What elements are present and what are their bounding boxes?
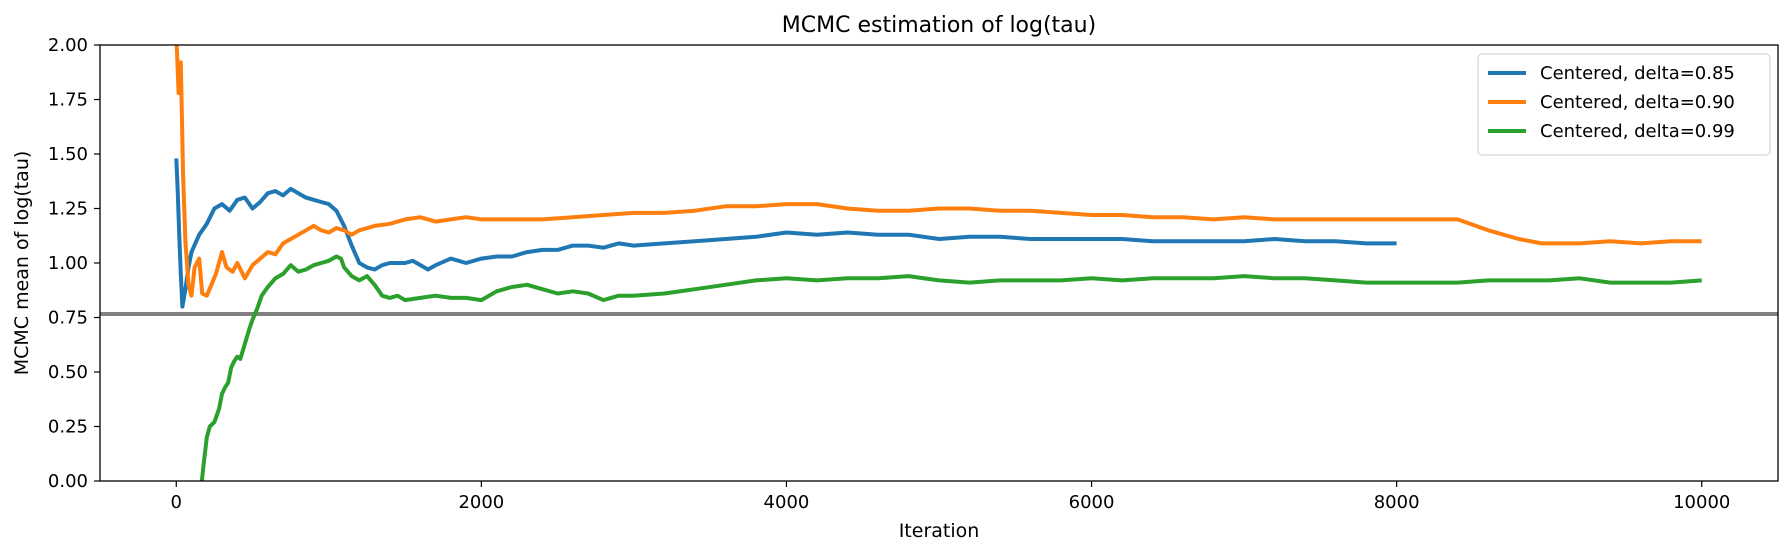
x-tick-label: 4000 <box>764 492 810 513</box>
chart-title: MCMC estimation of log(tau) <box>782 13 1096 38</box>
legend-label: Centered, delta=0.90 <box>1540 92 1735 113</box>
x-tick-label: 2000 <box>458 492 504 513</box>
y-tick-label: 0.75 <box>48 308 88 329</box>
y-axis: 0.00 0.25 0.50 0.75 1.00 1.25 1.50 1.75 2.00 <box>48 35 100 492</box>
x-tick-label: 8000 <box>1374 492 1420 513</box>
legend-label: Centered, delta=0.99 <box>1540 121 1735 142</box>
y-tick-label: 1.75 <box>48 90 88 111</box>
y-tick-label: 1.00 <box>48 253 88 274</box>
legend-label: Centered, delta=0.85 <box>1540 63 1735 84</box>
x-axis-label: Iteration <box>899 520 980 542</box>
y-tick-label: 1.25 <box>48 199 88 220</box>
x-tick-label: 6000 <box>1069 492 1115 513</box>
y-axis-label: MCMC mean of log(tau) <box>11 151 33 376</box>
y-tick-label: 2.00 <box>48 35 88 56</box>
y-tick-label: 0.25 <box>48 417 88 438</box>
x-tick-label: 0 <box>171 492 182 513</box>
legend-box <box>1477 53 1771 156</box>
series-line-2 <box>174 45 1702 298</box>
series-line-1 <box>174 158 1397 309</box>
series-line-3 <box>199 254 1702 481</box>
y-tick-label: 0.50 <box>48 362 88 383</box>
series-layer <box>100 45 1778 481</box>
y-tick-label: 1.50 <box>48 144 88 165</box>
x-tick-label: 10000 <box>1673 492 1730 513</box>
y-tick-label: 0.00 <box>48 471 88 492</box>
legend: Centered, delta=0.85 Centered, delta=0.90… <box>1477 53 1771 156</box>
x-axis: 0 2000 4000 6000 8000 10000 <box>171 481 1730 513</box>
